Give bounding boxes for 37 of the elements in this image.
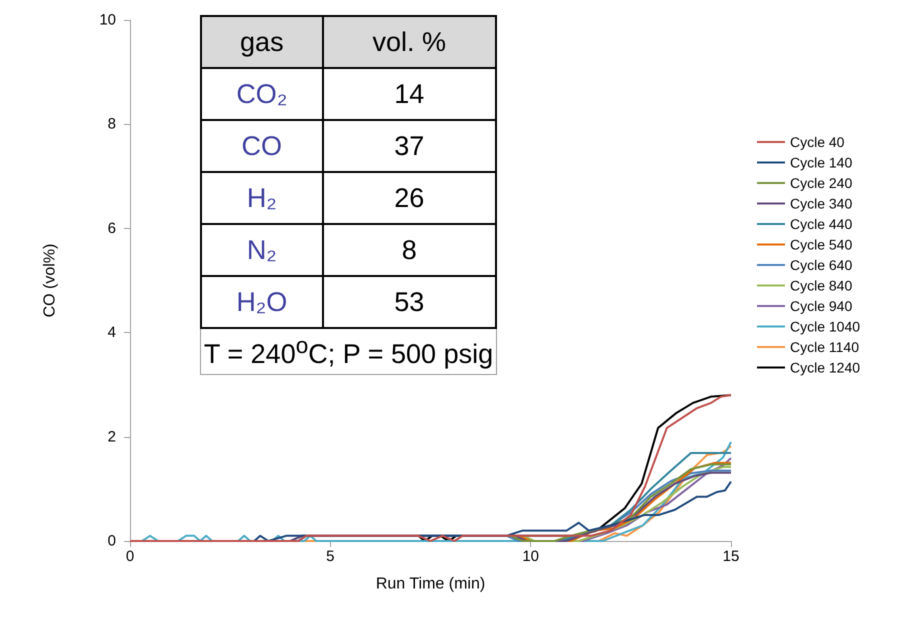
legend-label: Cycle 940 [790, 298, 852, 314]
x-tick-label: 10 [522, 548, 540, 565]
legend-label: Cycle 240 [790, 175, 852, 191]
legend-label: Cycle 1140 [790, 339, 860, 355]
annotation: vol. % [322, 16, 496, 68]
legend-label: Cycle 1040 [790, 318, 860, 334]
x-tick-label: 0 [126, 548, 134, 565]
y-tick-label: 6 [108, 220, 116, 237]
y-tick-label: 4 [108, 324, 116, 342]
legend-label: Cycle 840 [790, 278, 852, 294]
annotation: 37 [322, 120, 496, 172]
annotation: CO [201, 120, 323, 172]
annotation: H₂O [201, 276, 323, 328]
annotation: gas [201, 16, 323, 68]
legend-label: Cycle 140 [790, 154, 852, 170]
legend-label: Cycle 40 [790, 134, 845, 150]
y-tick-label: 10 [99, 12, 116, 28]
x-tick-label: 5 [326, 548, 335, 565]
y-tick-label: 2 [108, 428, 116, 446]
annotation: 8 [322, 224, 496, 276]
annotation: CO₂ [201, 68, 323, 120]
annotation: 26 [322, 172, 496, 224]
x-tick-label: 15 [722, 548, 740, 565]
y-axis-title: CO (vol%) [42, 244, 58, 318]
y-tick-label: 8 [108, 116, 116, 133]
legend-label: Cycle 640 [790, 257, 852, 273]
legend-label: Cycle 540 [790, 236, 852, 252]
x-axis-title: Run Time (min) [376, 576, 486, 592]
annotation: N₂ [201, 224, 323, 276]
annotation: 53 [322, 276, 496, 328]
annotation: 14 [322, 68, 496, 120]
legend-label: Cycle 1240 [790, 360, 860, 376]
legend-label: Cycle 440 [790, 216, 852, 232]
annotation: T = 240$^{o}$C; P = 500 psig [200, 329, 497, 375]
annotation: H₂ [201, 172, 323, 224]
legend-label: Cycle 340 [790, 196, 852, 212]
y-tick-label: 0 [108, 532, 116, 550]
